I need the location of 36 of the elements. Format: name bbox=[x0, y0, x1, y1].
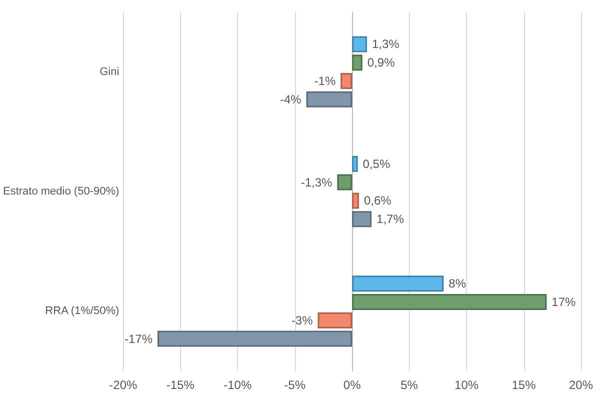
data-label: 1,3% bbox=[372, 37, 400, 52]
x-tick-label: 20% bbox=[568, 378, 594, 392]
y-tick-label: Estrato medio (50-90%) bbox=[2, 186, 120, 198]
data-label: 0,5% bbox=[362, 156, 390, 171]
data-label: -4% bbox=[280, 92, 302, 106]
data-label: -3% bbox=[291, 313, 314, 328]
x-tick-label: 5% bbox=[400, 378, 418, 392]
x-tick-label: -10% bbox=[224, 378, 252, 392]
x-tick-label: 10% bbox=[454, 378, 479, 392]
bar bbox=[352, 211, 372, 228]
bar bbox=[306, 91, 352, 108]
bar bbox=[340, 73, 352, 90]
x-tick-label: -5% bbox=[284, 378, 306, 392]
bar bbox=[352, 192, 359, 209]
bar bbox=[318, 312, 352, 328]
bar bbox=[352, 156, 358, 172]
x-tick-label: -15% bbox=[166, 378, 195, 392]
y-tick-label: RRA (1%/50%) bbox=[45, 305, 120, 318]
bar bbox=[337, 174, 352, 190]
bar bbox=[352, 276, 444, 292]
x-tick-label: -20% bbox=[109, 378, 138, 392]
data-label: -17% bbox=[124, 332, 153, 346]
bar bbox=[352, 36, 367, 52]
bar bbox=[352, 54, 362, 71]
bar bbox=[158, 330, 352, 347]
x-tick-label: 15% bbox=[512, 378, 536, 392]
data-label: 8% bbox=[448, 276, 466, 291]
data-label: 0,6% bbox=[364, 194, 392, 208]
data-label: 0,9% bbox=[367, 56, 396, 70]
bar bbox=[352, 294, 547, 310]
data-label: 1,7% bbox=[376, 212, 404, 226]
data-label: -1,3% bbox=[300, 175, 333, 190]
data-label: 17% bbox=[552, 294, 576, 309]
y-tick-label: Gini bbox=[100, 66, 120, 78]
x-tick-label: 0% bbox=[343, 378, 362, 392]
data-label: -1% bbox=[314, 74, 336, 88]
